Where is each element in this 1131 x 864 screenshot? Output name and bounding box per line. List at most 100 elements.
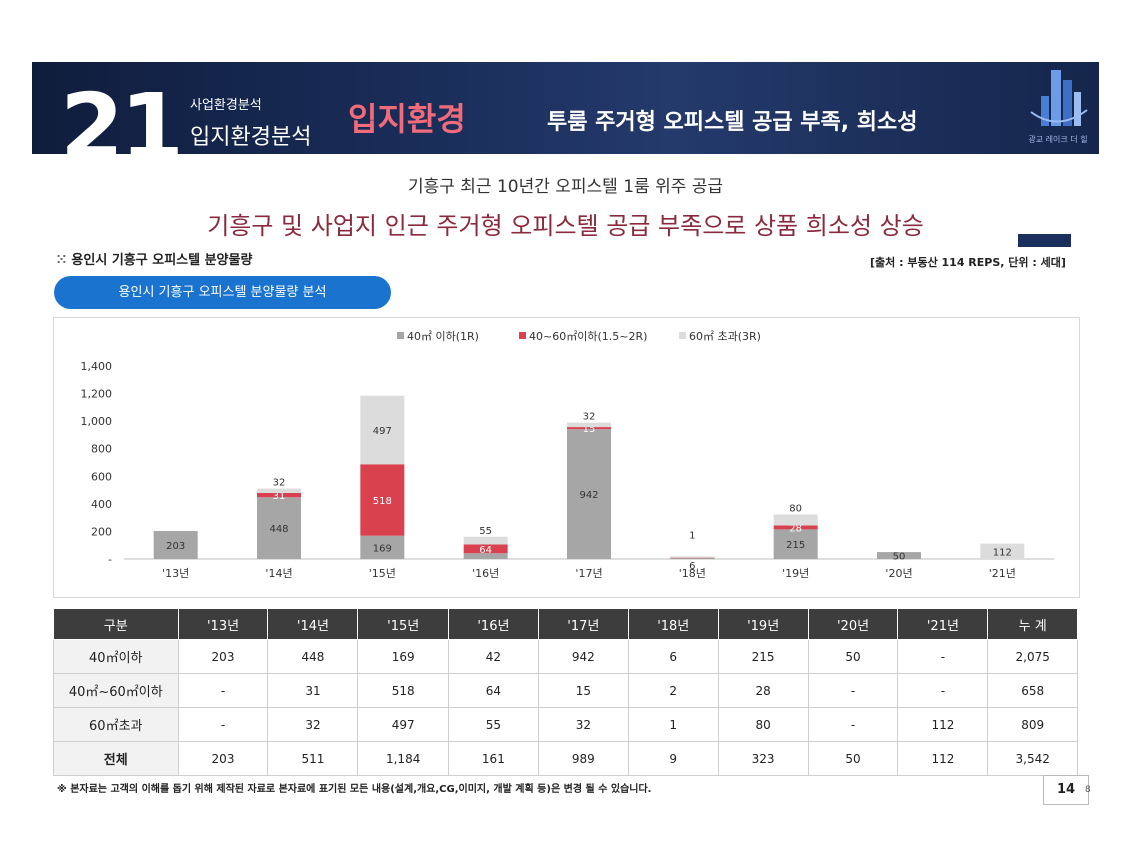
table-cell: 31 <box>267 673 359 708</box>
row-header: 40㎡이하 <box>53 639 179 674</box>
table-cell: - <box>177 707 269 742</box>
table-cell: 518 <box>357 673 449 708</box>
col-header: '13년 <box>177 608 269 640</box>
x-tick-label: '16년 <box>472 567 499 580</box>
col-header: '16년 <box>447 608 539 640</box>
data-label: 28 <box>789 523 802 534</box>
section-title-text: 용인시 기흥구 오피스텔 분양물량 <box>71 253 253 268</box>
legend-swatch <box>679 332 686 339</box>
supply-table: 구분 '13년 '14년 '15년 '16년 '17년 '18년 '19년 '2… <box>53 608 1078 776</box>
col-header: '19년 <box>717 608 809 640</box>
logo-text: 광교 레이크 더 힐 <box>1028 135 1088 144</box>
x-tick-label: '13년 <box>162 567 189 580</box>
col-header: 구분 <box>53 608 179 640</box>
col-header: '17년 <box>537 608 629 640</box>
page-tail-mark: 8 <box>1085 785 1091 795</box>
data-label: 169 <box>373 543 392 554</box>
bar-segment <box>670 557 715 559</box>
table-cell: 203 <box>177 639 269 674</box>
table-cell: 942 <box>537 639 629 674</box>
table-cell: 50 <box>807 741 899 776</box>
col-header: 누 계 <box>987 608 1078 640</box>
bar-segment <box>257 488 301 493</box>
page-title: 투룸 주거형 오피스텔 공급 부족, 희소성 <box>547 110 918 135</box>
table-cell: - <box>807 673 899 708</box>
data-label: 215 <box>786 540 805 551</box>
building-logo-icon <box>1030 70 1088 126</box>
analysis-pill-label: 용인시 기흥구 오피스텔 분양물량 분석 <box>54 276 391 309</box>
x-tick-label: '17년 <box>575 567 602 580</box>
bar-segment <box>567 429 611 559</box>
x-tick-label: '18년 <box>679 567 706 580</box>
col-header: '15년 <box>357 608 449 640</box>
data-label: 15 <box>583 424 596 435</box>
table-cell: 15 <box>537 673 629 708</box>
table-cell: - <box>897 639 989 674</box>
bar-segment <box>463 553 508 559</box>
table-cell: 2 <box>627 673 719 708</box>
table-cell: 32 <box>537 707 629 742</box>
table-cell: 6 <box>627 639 719 674</box>
table-cell: 1,184 <box>357 741 449 776</box>
bar-segment <box>773 514 818 526</box>
legend-swatch <box>397 332 404 339</box>
row-header: 전체 <box>53 741 179 776</box>
bar-segment <box>567 427 611 430</box>
table-cell: 28 <box>717 673 809 708</box>
y-tick-label: 400 <box>91 498 112 511</box>
bar-segment <box>773 529 818 559</box>
y-tick-label: 1,000 <box>81 415 113 428</box>
data-label: 448 <box>269 524 288 535</box>
page-number: 14 <box>1043 775 1089 805</box>
headline: 기흥구 및 사업지 인근 주거형 오피스텔 공급 부족으로 상품 희소성 상승 <box>207 212 924 240</box>
col-header: '14년 <box>267 608 359 640</box>
row-header: 60㎡초과 <box>53 707 179 742</box>
section-title: ⁙ 용인시 기흥구 오피스텔 분양물량 <box>56 249 252 268</box>
y-tick-label: 1,400 <box>81 360 113 373</box>
table-cell: 658 <box>987 673 1078 708</box>
bar-segment <box>153 531 198 559</box>
table-row: 60㎡초과 -32 497 55 32 1 80-112 809 <box>53 707 1078 742</box>
accent-bar <box>1018 234 1071 247</box>
table-cell: 9 <box>627 741 719 776</box>
table-cell: 497 <box>357 707 449 742</box>
bar-segment <box>360 464 405 536</box>
data-label: 203 <box>166 541 185 552</box>
col-header: '18년 <box>627 608 719 640</box>
footnote: ※ 본자료는 고객의 이해를 돕기 위해 제작된 자료로 본자료에 표기된 모든… <box>57 784 652 795</box>
data-label: 112 <box>993 547 1012 558</box>
data-label: 942 <box>579 490 598 501</box>
x-tick-label: '21년 <box>989 567 1016 580</box>
grid-dots-icon: ⁙ <box>56 253 72 268</box>
bar-segment <box>360 535 405 559</box>
table-cell: - <box>177 673 269 708</box>
table-cell: 64 <box>447 673 539 708</box>
row-header: 40㎡~60㎡이하 <box>53 673 179 708</box>
table-cell: 55 <box>447 707 539 742</box>
x-tick-label: '15년 <box>369 567 396 580</box>
table-row: 전체 203 511 1,184 161 989 9 323 50 112 3,542 <box>53 741 1078 776</box>
data-label: 31 <box>273 491 286 502</box>
table-row: 40㎡~60㎡이하 -31 518 64 15 2 28- -658 <box>53 673 1078 708</box>
section-subtitle-small: 사업환경분석 <box>190 98 262 113</box>
data-label: 50 <box>893 552 906 563</box>
bar-segment <box>257 492 301 498</box>
bar-segment <box>463 536 508 545</box>
table-cell: 32 <box>267 707 359 742</box>
bar-segment <box>257 497 301 559</box>
table-cell: 80 <box>717 707 809 742</box>
col-header: '20년 <box>807 608 899 640</box>
brand-logo: 광교 레이크 더 힐 <box>1017 62 1099 154</box>
section-subtitle-large: 입지환경분석 <box>190 125 312 150</box>
data-label: 32 <box>273 478 286 489</box>
header-banner: 21 사업환경분석 입지환경분석 입지환경 투룸 주거형 오피스텔 공급 부족,… <box>32 62 1099 154</box>
x-tick-label: '14년 <box>265 567 292 580</box>
legend-label: 40㎡ 이하(1R) <box>407 329 479 343</box>
y-tick-label: 600 <box>91 470 112 483</box>
supply-chart: - 200 400 600 800 1,000 1,200 1,400 40㎡ 이하(1R) 40… <box>53 317 1080 598</box>
section-number: 21 <box>60 74 184 155</box>
data-label: 55 <box>479 526 492 537</box>
table-cell: 50 <box>807 639 899 674</box>
bar-segment <box>980 543 1025 559</box>
bar-segment <box>670 556 715 558</box>
